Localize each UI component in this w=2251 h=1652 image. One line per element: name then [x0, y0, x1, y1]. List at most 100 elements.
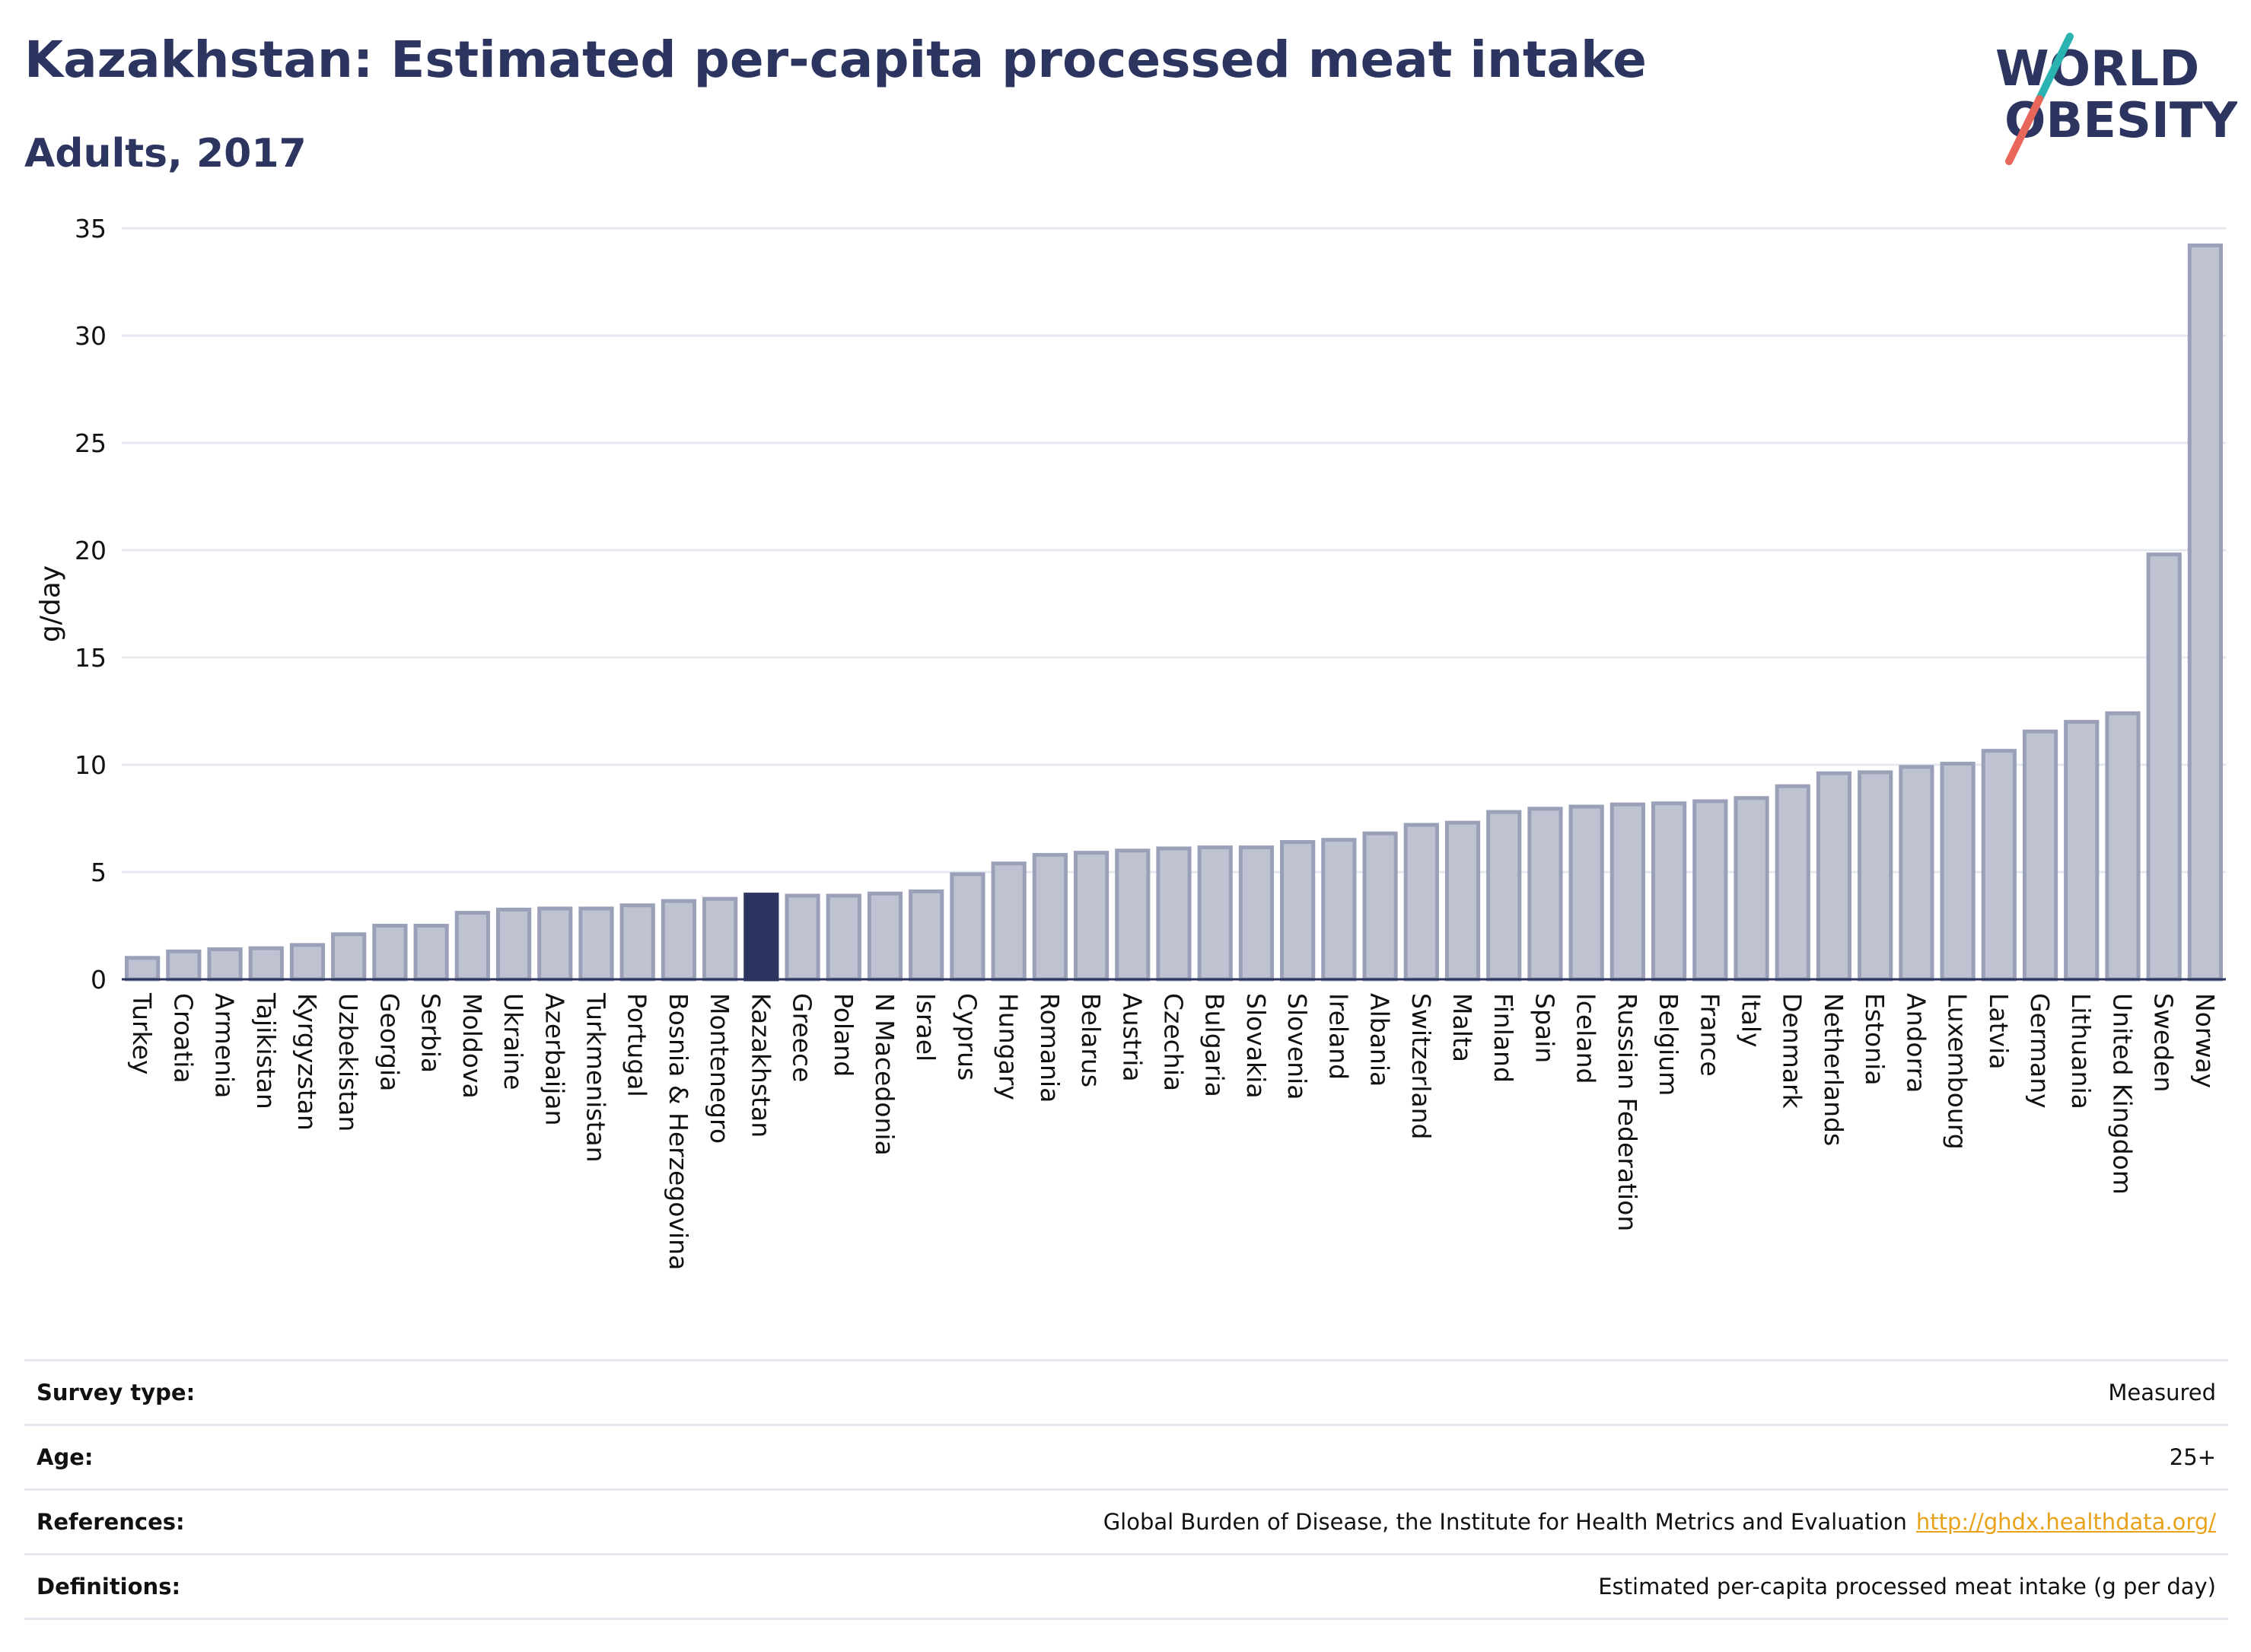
bar	[125, 956, 161, 982]
world-obesity-logo[interactable]: WORLD OBESITY	[1979, 30, 2237, 167]
bar	[1280, 840, 1316, 982]
bar	[1858, 770, 1893, 982]
bar	[619, 903, 655, 982]
bar	[826, 893, 861, 982]
info-row-survey-type: Survey type: Measured	[24, 1359, 2228, 1424]
y-axis-label: g/day	[35, 565, 66, 642]
bar	[867, 891, 903, 982]
logo-slash-teal	[2036, 33, 2074, 103]
x-tick-label: Sweden	[2149, 993, 2179, 1092]
x-tick-label: Malta	[1447, 993, 1477, 1062]
bar	[1156, 846, 1192, 982]
bar	[372, 924, 408, 982]
x-tick-label: Norway	[2190, 993, 2220, 1088]
x-tick-label: Russian Federation	[1613, 993, 1642, 1231]
bar	[331, 932, 367, 982]
bar	[1609, 802, 1645, 982]
y-tick-label: 20	[75, 536, 107, 565]
x-tick-label: France	[1695, 993, 1724, 1077]
x-tick-label: Hungary	[994, 993, 1024, 1100]
x-tick-label: Kazakhstan	[746, 993, 775, 1138]
references-value: Global Burden of Disease, the Institute …	[1103, 1509, 2216, 1535]
logo-slash-coral	[2005, 95, 2043, 165]
x-tick-label: Romania	[1035, 993, 1065, 1103]
bar	[909, 889, 944, 982]
bar	[537, 906, 573, 982]
info-row-definitions: Definitions: Estimated per-capita proces…	[24, 1553, 2228, 1620]
x-tick-label: Czechia	[1159, 993, 1189, 1091]
bar	[1775, 784, 1810, 982]
x-tick-label: Armenia	[210, 993, 240, 1098]
bar	[1568, 804, 1604, 982]
x-tick-label: Turkey	[127, 992, 157, 1074]
bar	[413, 924, 449, 982]
bar	[248, 946, 284, 982]
bar	[1403, 823, 1439, 982]
y-tick-label: 5	[91, 858, 107, 887]
bar	[289, 943, 326, 982]
survey-type-value: Measured	[2108, 1380, 2216, 1405]
x-tick-label: N Macedonia	[870, 993, 899, 1156]
x-tick-label: Switzerland	[1406, 993, 1436, 1140]
bar	[2022, 729, 2058, 982]
y-tick-label: 10	[75, 750, 107, 780]
x-tick-label: Germany	[2025, 993, 2055, 1109]
info-row-references: References: Global Burden of Disease, th…	[24, 1488, 2228, 1553]
logo-line2: OBESITY	[2004, 93, 2237, 149]
bar	[166, 949, 202, 982]
x-tick-label: Azerbaijan	[540, 993, 569, 1125]
x-tick-label: Andorra	[1901, 993, 1931, 1093]
bar	[1940, 762, 1976, 982]
bar	[1321, 838, 1357, 982]
x-tick-label: Portugal	[622, 993, 652, 1097]
bar	[1734, 796, 1769, 982]
x-tick-label: United Kingdom	[2107, 993, 2137, 1195]
bar	[1692, 799, 1728, 982]
x-tick-label: Spain	[1530, 993, 1559, 1063]
age-value: 25+	[2169, 1444, 2216, 1470]
info-table: Survey type: Measured Age: 25+ Reference…	[24, 1359, 2228, 1620]
x-tick-label: Poland	[829, 993, 858, 1077]
bar	[1899, 765, 1934, 982]
bar	[785, 893, 820, 982]
x-tick-label: Uzbekistan	[333, 993, 363, 1132]
x-tick-label: Ukraine	[498, 993, 528, 1090]
x-tick-label: Croatia	[168, 993, 198, 1084]
x-tick-label: Belarus	[1076, 993, 1106, 1087]
logo-line1: WORLD	[1995, 41, 2199, 97]
x-tick-label: Bulgaria	[1200, 993, 1230, 1097]
bar	[661, 899, 697, 982]
y-tick-label: 25	[75, 428, 107, 458]
x-tick-label: Greece	[788, 993, 817, 1082]
bar	[743, 893, 779, 982]
x-tick-label: Israel	[911, 993, 941, 1062]
y-tick-label: 15	[75, 643, 107, 673]
survey-type-label: Survey type:	[37, 1380, 196, 1405]
x-tick-label: Slovakia	[1241, 993, 1271, 1099]
x-tick-label: Slovenia	[1282, 993, 1312, 1100]
x-tick-label: Turkmenistan	[581, 992, 610, 1163]
x-tick-label: Serbia	[416, 993, 446, 1073]
x-tick-label: Finland	[1488, 993, 1518, 1083]
definitions-value: Estimated per-capita processed meat inta…	[1598, 1574, 2216, 1599]
x-tick-label: Moldova	[457, 993, 487, 1099]
x-tick-label: Luxembourg	[1943, 993, 1972, 1150]
references-label: References:	[37, 1509, 185, 1535]
bar	[2105, 711, 2141, 982]
bar	[1444, 820, 1481, 982]
bar	[991, 861, 1027, 982]
bar	[1651, 801, 1687, 982]
bar	[1238, 845, 1275, 982]
x-tick-label: Denmark	[1778, 993, 1807, 1109]
y-tick-label: 30	[75, 321, 107, 351]
x-tick-label: Ireland	[1323, 993, 1353, 1080]
references-link[interactable]: http://ghdx.healthdata.org/	[1915, 1509, 2216, 1535]
bar	[2064, 720, 2100, 982]
x-tick-label: Tajikistan	[251, 992, 281, 1109]
x-tick-label: Georgia	[374, 993, 404, 1091]
references-text: Global Burden of Disease, the Institute …	[1103, 1509, 1907, 1535]
bar	[1362, 831, 1398, 982]
bar	[1981, 749, 2017, 982]
x-tick-label: Bosnia & Herzegovina	[664, 993, 693, 1270]
bar	[1115, 848, 1151, 982]
